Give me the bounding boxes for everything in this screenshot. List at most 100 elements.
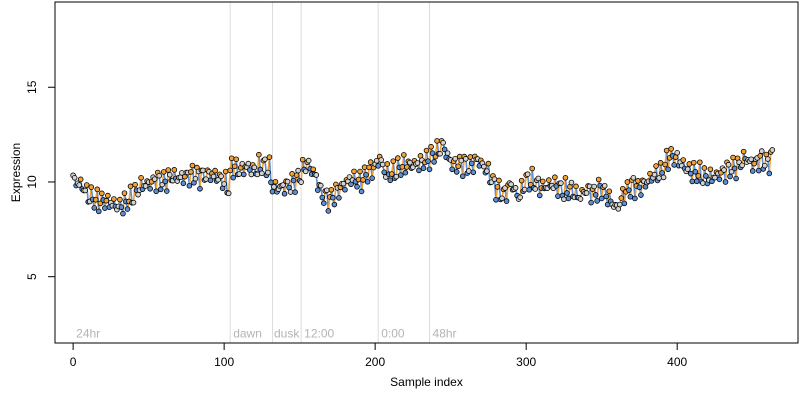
data-point <box>598 195 605 202</box>
annotation-label: 48hr <box>433 327 457 341</box>
data-point <box>524 171 531 178</box>
data-point <box>367 159 374 165</box>
data-point <box>686 161 693 167</box>
data-point <box>305 157 312 164</box>
data-point <box>521 186 528 193</box>
x-axis: 0 100 200 300 400 <box>70 342 688 369</box>
data-point <box>668 146 674 152</box>
data-point <box>707 166 714 173</box>
data-point <box>358 188 365 195</box>
data-point <box>595 176 602 183</box>
data-point <box>210 173 217 180</box>
data-point <box>695 173 702 179</box>
data-point <box>728 168 735 175</box>
y-tick-label: 10 <box>25 175 39 189</box>
data-point <box>656 175 662 181</box>
series-segment <box>268 157 272 183</box>
series-segment <box>403 154 407 173</box>
data-point <box>245 160 252 167</box>
data-point <box>731 165 738 172</box>
y-tick-label: 5 <box>25 273 39 280</box>
data-point <box>259 170 265 177</box>
data-points <box>70 138 776 217</box>
data-point <box>268 179 274 186</box>
data-point <box>162 178 169 185</box>
data-point <box>459 173 466 180</box>
data-point <box>271 184 277 190</box>
data-point <box>626 187 632 193</box>
data-point <box>284 178 291 185</box>
data-point <box>281 190 288 197</box>
data-point <box>659 170 665 176</box>
data-point <box>321 200 327 206</box>
data-point <box>77 176 84 183</box>
data-point <box>163 188 170 194</box>
data-point <box>653 163 659 169</box>
data-point <box>564 190 570 196</box>
data-point <box>94 186 101 193</box>
data-point <box>532 186 539 192</box>
data-point <box>429 150 436 156</box>
data-point <box>517 194 523 201</box>
data-point <box>328 186 335 193</box>
data-point <box>262 156 268 163</box>
data-point <box>381 169 388 176</box>
data-point <box>730 154 736 161</box>
data-point <box>763 151 770 158</box>
series-segment <box>768 151 772 174</box>
data-point <box>722 179 729 185</box>
data-point <box>92 196 99 203</box>
series-segment <box>132 184 136 203</box>
data-point <box>496 177 502 184</box>
data-point <box>97 200 104 207</box>
data-point <box>758 148 765 154</box>
data-point <box>240 171 247 178</box>
x-tick-label: 400 <box>667 355 687 369</box>
data-point <box>662 161 668 168</box>
data-point <box>342 186 348 193</box>
data-point <box>361 164 368 170</box>
data-point <box>340 180 347 187</box>
data-point <box>437 150 443 157</box>
x-tick-label: 100 <box>214 355 234 369</box>
data-point <box>635 178 641 184</box>
annotation-label: dawn <box>233 327 262 341</box>
data-point <box>103 197 110 204</box>
data-point <box>503 198 510 204</box>
data-point <box>314 187 321 193</box>
data-point <box>757 153 764 159</box>
data-point <box>606 188 613 195</box>
data-point <box>251 164 258 171</box>
data-point <box>351 168 357 175</box>
series-segment <box>294 175 298 193</box>
data-point <box>151 176 158 182</box>
annotation-label: dusk <box>274 327 300 341</box>
data-point <box>617 201 623 208</box>
data-point <box>142 183 149 189</box>
data-point <box>588 199 594 206</box>
data-point <box>414 160 421 166</box>
data-point <box>470 169 477 176</box>
series-segment <box>699 162 703 182</box>
data-point <box>452 155 458 162</box>
data-point <box>536 192 543 199</box>
data-point <box>218 173 224 180</box>
data-point <box>118 204 125 210</box>
data-point <box>384 161 391 167</box>
data-point <box>562 175 569 181</box>
data-point <box>355 176 362 183</box>
data-point <box>518 177 525 184</box>
data-point <box>88 184 95 190</box>
series-segment <box>487 163 491 183</box>
data-point <box>363 171 369 178</box>
data-point <box>594 198 600 204</box>
data-point <box>76 182 82 188</box>
data-point <box>186 182 193 189</box>
data-point <box>591 183 597 190</box>
data-point <box>621 200 628 207</box>
data-point <box>124 206 131 212</box>
data-point <box>157 186 164 193</box>
data-point <box>529 165 536 172</box>
x-tick-label: 0 <box>70 355 77 369</box>
data-point <box>325 208 332 214</box>
